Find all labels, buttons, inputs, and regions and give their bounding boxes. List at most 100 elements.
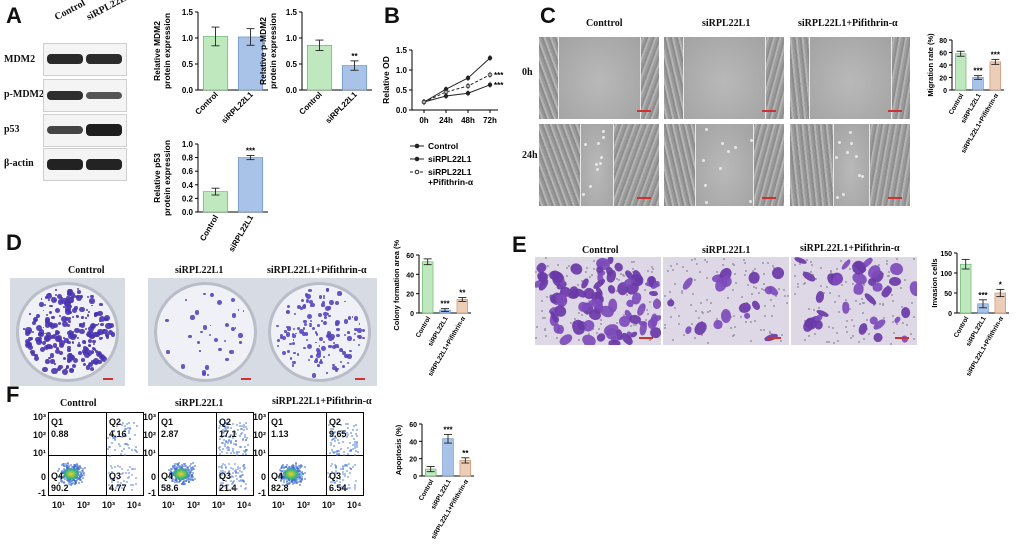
c-header-si: siRPL22L1	[702, 18, 751, 29]
colony	[318, 337, 323, 342]
invaded-cell	[568, 261, 584, 277]
colony	[107, 322, 111, 326]
quadrant-name: Q1	[161, 417, 174, 427]
membrane-pore	[780, 339, 783, 342]
membrane-pore	[858, 303, 861, 306]
scale-bar	[895, 337, 909, 339]
event-dot	[223, 438, 226, 441]
colony	[331, 344, 336, 350]
colony	[328, 314, 331, 317]
event-dot	[234, 443, 237, 446]
event-dot	[297, 467, 300, 470]
floating-cell	[720, 142, 724, 146]
event-dot	[243, 429, 246, 432]
colony	[317, 364, 320, 367]
y-axis-label: Relative p-MDM2protein expression	[258, 13, 278, 89]
event-dot	[354, 483, 357, 486]
floating-cell	[849, 131, 853, 135]
colony	[45, 332, 51, 337]
colony	[287, 304, 291, 308]
event-dot	[217, 465, 220, 468]
event-dot	[75, 466, 78, 469]
event-dot	[81, 480, 84, 483]
x-tick-label: siRPL22L1	[220, 90, 256, 126]
colony	[97, 359, 103, 365]
event-dot	[235, 469, 238, 472]
colony	[353, 315, 359, 321]
event-dot	[299, 480, 302, 482]
event-dot	[297, 476, 300, 479]
event-dot	[243, 480, 246, 483]
event-dot	[235, 444, 238, 447]
membrane-pore	[891, 300, 894, 303]
colony	[34, 355, 40, 362]
wound-edge	[558, 37, 560, 119]
colony	[44, 321, 51, 328]
event-dot	[346, 422, 349, 425]
event-dot	[224, 430, 227, 433]
f-header-si: siRPL22L1	[175, 398, 224, 409]
event-dot	[356, 434, 359, 437]
x-tick-label: Control	[297, 90, 323, 116]
membrane-pore	[733, 263, 736, 266]
event-dot	[131, 467, 134, 470]
event-dot	[111, 480, 114, 483]
floating-cell	[705, 127, 709, 131]
event-dot	[189, 471, 192, 474]
y-tick-label: 0.5	[396, 86, 408, 95]
scale-bar	[762, 197, 776, 199]
event-dot	[113, 478, 116, 481]
colony	[286, 310, 289, 314]
colony	[332, 365, 338, 371]
colony	[316, 349, 322, 355]
colony	[330, 344, 333, 347]
colony	[296, 326, 300, 331]
floating-cell	[750, 138, 754, 142]
membrane-pore	[709, 310, 712, 313]
band-actin-label: β-actin	[4, 158, 34, 169]
membrane-pore	[832, 341, 835, 344]
event-dot	[65, 464, 68, 467]
event-dot	[218, 474, 221, 477]
x-tick-label: 10⁴	[127, 500, 142, 510]
colony	[77, 341, 81, 344]
membrane-pore	[694, 257, 697, 260]
event-dot	[190, 475, 193, 478]
colony	[69, 352, 73, 357]
colony	[347, 336, 352, 341]
membrane-pore	[913, 257, 916, 260]
colony	[305, 298, 310, 303]
invaded-cell	[580, 332, 599, 345]
event-dot	[218, 486, 221, 489]
membrane-pore	[726, 296, 729, 299]
colony	[329, 334, 335, 340]
membrane-pore	[557, 264, 560, 267]
colony	[213, 337, 219, 343]
colony	[201, 372, 206, 377]
colony	[292, 334, 296, 338]
event-dot	[333, 471, 336, 474]
floating-cell	[719, 166, 723, 170]
event-dot	[242, 465, 245, 468]
colony	[311, 326, 316, 331]
event-dot	[107, 436, 110, 439]
event-dot	[125, 443, 128, 446]
membrane-pore	[541, 310, 544, 313]
colony	[323, 340, 326, 343]
event-dot	[334, 436, 337, 439]
f-header-control: Conttrol	[60, 398, 97, 409]
membrane-pore	[829, 291, 832, 294]
floating-cell	[841, 192, 845, 196]
colony	[188, 334, 192, 339]
bar	[989, 61, 1002, 91]
event-dot	[190, 474, 193, 477]
event-dot	[331, 430, 334, 433]
event-dot	[190, 471, 193, 474]
event-dot	[333, 451, 336, 454]
membrane-pore	[663, 294, 666, 297]
event-dot	[299, 475, 302, 478]
colony	[165, 318, 169, 322]
colony	[308, 359, 311, 362]
colony	[329, 345, 333, 349]
event-dot	[223, 434, 225, 437]
